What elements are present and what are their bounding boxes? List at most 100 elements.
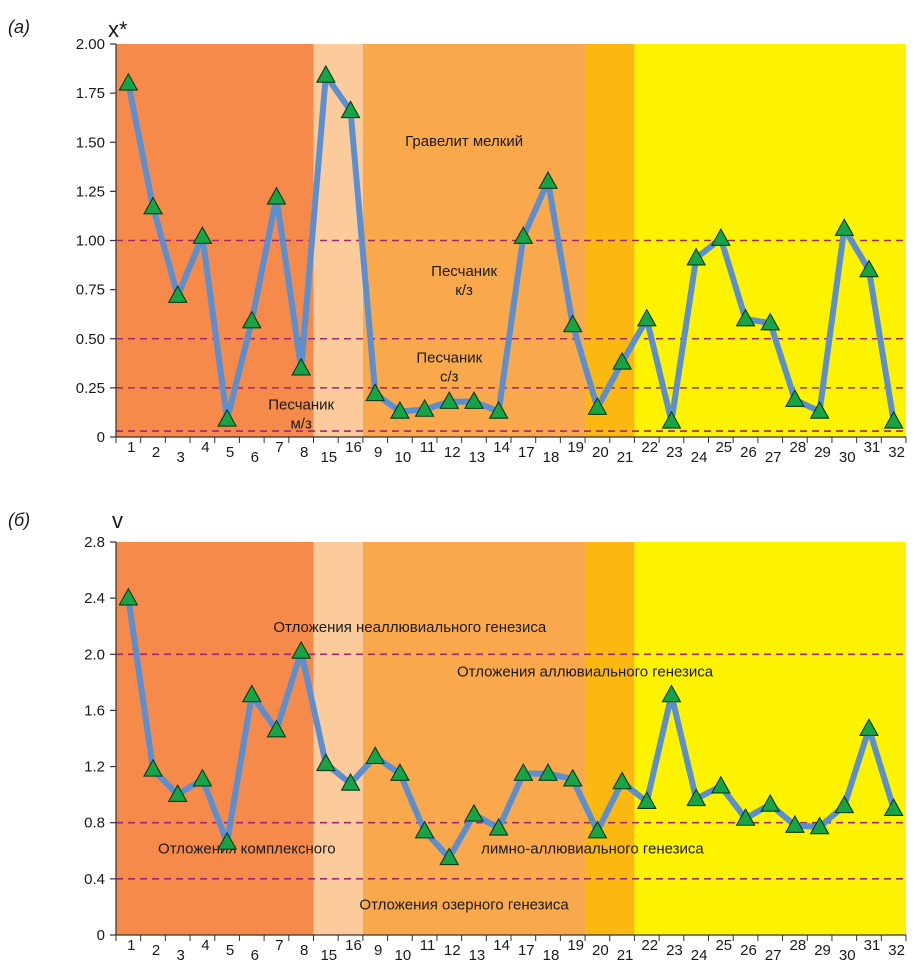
- pa-ytick-label: 2.00: [76, 36, 105, 53]
- pb-data-point: [389, 763, 410, 781]
- pa-ytick-label: 0: [97, 429, 105, 446]
- pb-data-point: [464, 803, 484, 822]
- pb-xtick-label: 25: [715, 937, 732, 954]
- pb-xtick-label: 21: [617, 947, 634, 964]
- pb-xtick-label: 6: [251, 947, 259, 964]
- pb-xtick-label: 15: [320, 947, 337, 964]
- pa-data-point: [735, 308, 756, 327]
- pa-xtick-label: 17: [518, 444, 535, 461]
- pa-xtick-label: 8: [300, 444, 308, 461]
- pb-band-3: [362, 542, 586, 935]
- pa-xtick-label: 5: [226, 444, 234, 461]
- pb-xtick-label: 7: [275, 937, 283, 954]
- pb-xtick-label: 4: [201, 937, 209, 954]
- pa-data-point: [291, 357, 312, 376]
- pb-xtick-label: 23: [666, 942, 683, 959]
- pa-xtick-label: 31: [864, 439, 881, 456]
- pb-ytick-label: 0: [97, 927, 105, 944]
- pb-data-point: [760, 793, 781, 812]
- pa-annotation-1: Гравелит мелкий: [405, 133, 523, 150]
- chart-panel-b: (б) v 00.40.81.21.62.02.42.81 2 34 5 67 8 1516…: [8, 508, 907, 964]
- pa-data-point: [143, 196, 163, 215]
- pa-xtick-label: 4: [201, 439, 209, 456]
- pa-data-point: [167, 284, 188, 303]
- pa-ytick-label: 1.00: [76, 233, 105, 250]
- pb-data-point: [587, 820, 608, 839]
- pa-data-point: [834, 218, 855, 237]
- pa-data-point: [315, 64, 336, 83]
- pb-xtick-label: 19: [567, 937, 584, 954]
- pb-xtick-label: 13: [469, 947, 486, 964]
- pb-band-4: [585, 542, 635, 935]
- pb-data-point: [143, 758, 163, 777]
- pb-xtick-label: 18: [543, 947, 560, 964]
- pb-ytick-label: 0.8: [84, 815, 105, 832]
- pa-ytick-label: 0.50: [76, 331, 105, 348]
- pb-xtick-label: 3: [177, 947, 185, 964]
- pb-ytick-label: 2.8: [84, 534, 105, 551]
- pb-data-point: [612, 771, 633, 790]
- pb-xtick-label: 30: [839, 947, 856, 964]
- pb-data-point: [686, 788, 707, 807]
- pb-xtick-label: 32: [888, 942, 905, 959]
- pa-xtick-label: 2: [152, 444, 160, 461]
- pb-data-point: [710, 775, 731, 794]
- pb-ytick-label: 2.4: [84, 590, 105, 607]
- pb-xtick-label: 12: [444, 942, 461, 959]
- pb-data-point: [735, 807, 756, 826]
- panel-b-label: (б): [8, 510, 30, 530]
- pb-data-point: [834, 795, 855, 814]
- pb-data-point: [414, 820, 435, 839]
- pb-annotation-1: Отложения неаллювиального генезиса: [273, 619, 546, 636]
- pb-xtick-label: 27: [765, 947, 782, 964]
- pb-data-point: [661, 684, 682, 703]
- pa-xtick-label: 23: [666, 444, 683, 461]
- pb-xtick-label: 17: [518, 942, 535, 959]
- pb-xtick-label: 31: [864, 937, 881, 954]
- pa-xtick-label: 6: [251, 449, 259, 466]
- pa-data-point: [365, 383, 386, 402]
- pb-data-point: [266, 719, 287, 738]
- pb-data-point: [315, 753, 336, 772]
- pa-xtick-label: 20: [592, 444, 609, 461]
- pa-data-point: [464, 391, 484, 409]
- pb-xtick-label: 8: [300, 942, 308, 959]
- pb-xtick-label: 22: [641, 937, 658, 954]
- pa-data-point: [217, 408, 238, 427]
- pb-data-point: [784, 814, 805, 833]
- pa-data-point: [513, 225, 534, 244]
- pb-xtick-label: 16: [345, 937, 362, 954]
- pa-data-point: [414, 398, 435, 417]
- pa-data-point: [686, 247, 707, 266]
- pa-xtick-label: 30: [839, 449, 856, 466]
- pa-ytick-label: 1.75: [76, 85, 105, 102]
- pa-xtick-label: 11: [420, 439, 436, 456]
- pa-annotation-2: Песчаник к/з: [431, 263, 497, 299]
- pa-xtick-label: 15: [320, 449, 337, 466]
- panel-b-ylabel: v: [112, 508, 123, 533]
- pa-data-point: [587, 396, 608, 415]
- pa-annotation-3: Песчаник с/з: [416, 349, 482, 385]
- pa-xtick-label: 18: [543, 449, 560, 466]
- pb-data-point: [488, 817, 509, 836]
- pb-data-point: [167, 784, 188, 802]
- panel-a-ylabel: x*: [108, 17, 128, 42]
- pa-xtick-label: 25: [715, 439, 732, 456]
- pb-xtick-label: 14: [493, 937, 510, 954]
- pb-xtick-label: 9: [374, 942, 382, 959]
- pa-ytick-label: 1.50: [76, 134, 105, 151]
- pa-data-point: [710, 227, 731, 246]
- pb-data-point: [809, 816, 830, 835]
- pa-xtick-label: 12: [444, 444, 461, 461]
- pa-xtick-label: 10: [395, 449, 412, 466]
- pb-data-point: [538, 763, 558, 781]
- pb-ytick-label: 1.6: [84, 702, 105, 719]
- chart-panel-a: (а) x* 0 0.25 0.50 0.75 1.00 1.25 1.50 1.75 2.00…: [8, 17, 907, 466]
- pa-xtick-label: 14: [493, 439, 510, 456]
- pa-ytick-label: 0.25: [76, 380, 105, 397]
- pa-xtick-label: 21: [617, 449, 634, 466]
- pb-xtick-label: 28: [790, 937, 807, 954]
- pa-data-point: [612, 351, 633, 370]
- pb-ytick-label: 2.0: [84, 646, 105, 663]
